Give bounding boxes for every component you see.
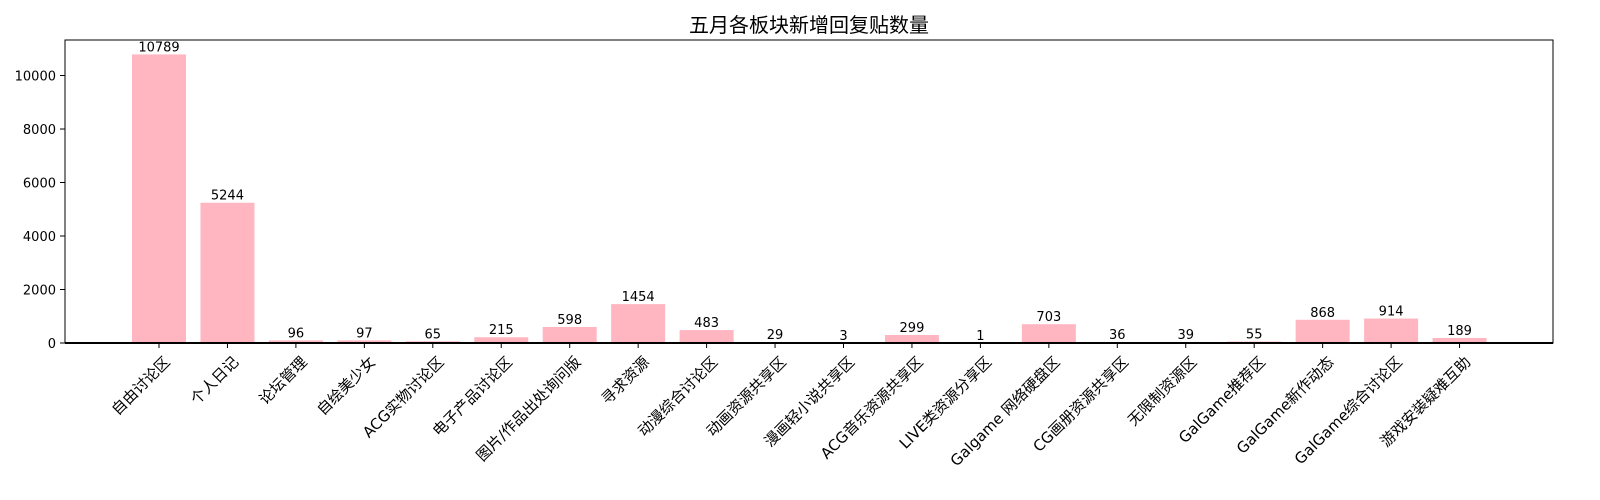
bar — [1022, 324, 1076, 343]
x-tick-label: 个人日记 — [187, 353, 242, 408]
bar-value-label: 36 — [1109, 328, 1126, 343]
bar-value-label: 39 — [1177, 328, 1194, 343]
bar-value-label: 1 — [976, 329, 984, 344]
bar-value-label: 97 — [356, 326, 373, 341]
y-tick-label: 0 — [48, 337, 56, 352]
bar-value-label: 914 — [1379, 305, 1404, 320]
x-tick-label: 自绘美少女 — [313, 353, 379, 419]
x-tick-label: 论坛管理 — [255, 353, 310, 408]
bar-value-label: 299 — [900, 321, 925, 336]
y-tick-label: 6000 — [23, 177, 56, 192]
plot-frame — [65, 40, 1553, 343]
bar-value-label: 10789 — [138, 40, 179, 55]
bar-value-label: 55 — [1246, 328, 1263, 343]
bar-value-label: 189 — [1447, 324, 1472, 339]
bar-value-label: 96 — [288, 326, 305, 341]
bar-value-label: 3 — [839, 329, 847, 344]
x-tick-label: 自由讨论区 — [108, 353, 174, 419]
bar-value-label: 29 — [767, 328, 784, 343]
bar-value-label: 483 — [694, 316, 719, 331]
bar — [132, 54, 186, 343]
y-tick-label: 8000 — [23, 123, 56, 138]
bar-value-label: 1454 — [622, 290, 655, 305]
bar — [680, 330, 734, 343]
bar-value-label: 5244 — [211, 189, 244, 204]
y-tick-label: 4000 — [23, 230, 56, 245]
bar — [1296, 320, 1350, 343]
x-tick-label: 无限制资源区 — [1124, 353, 1200, 429]
bar-value-label: 868 — [1310, 306, 1335, 321]
chart-title: 五月各板块新增回复贴数量 — [689, 13, 929, 37]
x-tick-label: 寻求资源 — [598, 353, 653, 408]
bar-value-label: 215 — [489, 323, 514, 338]
bar — [543, 327, 597, 343]
bar-value-label: 703 — [1036, 310, 1061, 325]
bar — [611, 304, 665, 343]
bar-value-label: 598 — [557, 313, 582, 328]
bar-value-label: 65 — [425, 327, 442, 342]
x-axis: 自由讨论区 个人日记 论坛管理 自绘美少女ACG实物讨论区电子产品讨论区图片/作品出处… — [108, 343, 1474, 470]
y-tick-label: 2000 — [23, 284, 56, 299]
bar — [885, 335, 939, 343]
bar — [1364, 319, 1418, 343]
data-labels-layer: 10789 5244 96 97 65 215 598 1454 483 29 3 299 1 703 36… — [138, 40, 1472, 344]
y-axis: 0 2000 4000 6000 8000 10000 — [15, 70, 65, 352]
bar — [200, 203, 254, 343]
bars-layer — [132, 54, 1487, 343]
y-tick-label: 10000 — [15, 70, 56, 85]
